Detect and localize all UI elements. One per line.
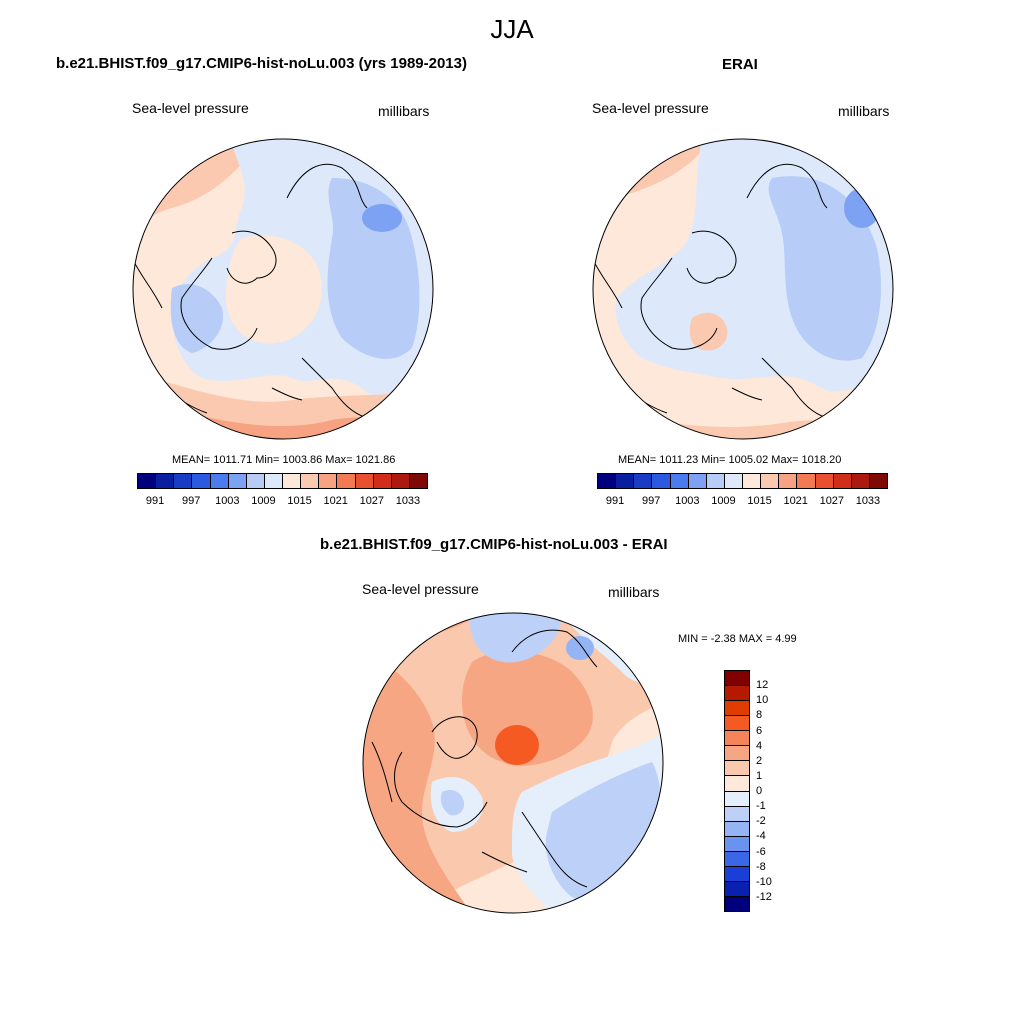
colorbar-label: 1015: [747, 495, 772, 507]
panel1-variable: Sea-level pressure: [132, 100, 249, 116]
panel1-map: [132, 138, 434, 440]
panel3-map: [362, 612, 664, 914]
colorbar-swatch: [724, 474, 743, 488]
colorbar-swatch: [634, 474, 653, 488]
colorbar-swatch: [598, 474, 617, 488]
colorbar-label: 12: [756, 679, 769, 692]
panel3-title: b.e21.BHIST.f09_g17.CMIP6-hist-noLu.003 …: [320, 536, 668, 553]
colorbar-swatch: [725, 761, 749, 777]
colorbar-label: 991: [605, 495, 625, 507]
colorbar-swatch: [725, 791, 749, 807]
panel3-colorbar: [724, 670, 750, 912]
colorbar-label: -1: [756, 800, 766, 813]
panel2-title: ERAI: [722, 56, 758, 73]
colorbar-label: 2: [756, 754, 763, 767]
colorbar-swatch: [391, 474, 410, 488]
colorbar-swatch: [725, 881, 749, 897]
colorbar-swatch: [761, 474, 780, 488]
colorbar-swatch: [851, 474, 870, 488]
panel2-units: millibars: [838, 103, 890, 119]
colorbar-label: -12: [756, 890, 772, 903]
panel1-title: b.e21.BHIST.f09_g17.CMIP6-hist-noLu.003 …: [56, 55, 467, 72]
colorbar-label: 997: [642, 495, 661, 507]
colorbar-label: 1027: [819, 495, 845, 507]
colorbar-swatch: [337, 474, 356, 488]
colorbar-label: 1009: [251, 495, 276, 507]
colorbar-label: 10: [756, 694, 769, 707]
colorbar-swatch: [283, 474, 302, 488]
colorbar-swatch: [725, 836, 749, 852]
colorbar-swatch: [156, 474, 175, 488]
colorbar-swatch: [797, 474, 816, 488]
panel3-minmax: MIN = -2.38 MAX = 4.99: [678, 633, 797, 645]
colorbar-swatch: [725, 701, 749, 717]
colorbar-swatch: [743, 474, 762, 488]
colorbar-label: 0: [756, 785, 763, 797]
panel2-variable: Sea-level pressure: [592, 100, 709, 116]
colorbar-swatch: [355, 474, 374, 488]
colorbar-label: 1033: [855, 495, 881, 507]
colorbar-swatch: [725, 671, 749, 687]
colorbar-swatch: [706, 474, 725, 488]
colorbar-label: -10: [756, 875, 772, 888]
colorbar-swatch: [725, 686, 749, 702]
colorbar-swatch: [174, 474, 193, 488]
colorbar-label: -2: [756, 815, 766, 828]
colorbar-swatch: [192, 474, 211, 488]
colorbar-label: 4: [756, 739, 763, 752]
colorbar-label: 1027: [359, 495, 385, 507]
colorbar-swatch: [616, 474, 635, 488]
colorbar-label: 1021: [323, 495, 348, 507]
colorbar-label: 6: [756, 724, 763, 737]
colorbar-swatch: [725, 851, 749, 867]
colorbar-label: 1021: [783, 495, 808, 507]
colorbar-label: 1003: [675, 495, 700, 507]
panel1-units: millibars: [378, 103, 430, 119]
colorbar-swatch: [138, 474, 157, 488]
colorbar-swatch: [725, 821, 749, 837]
colorbar-swatch: [779, 474, 798, 488]
figure-title: JJA: [490, 14, 534, 44]
colorbar-swatch: [725, 731, 749, 747]
colorbar-swatch: [725, 776, 749, 792]
colorbar-label: 1003: [215, 495, 240, 507]
colorbar-label: -4: [756, 830, 766, 843]
colorbar-swatch: [210, 474, 229, 488]
colorbar-label: 997: [182, 495, 201, 507]
panel1-stats: MEAN= 1011.71 Min= 1003.86 Max= 1021.86: [172, 454, 396, 466]
colorbar-label: 8: [756, 709, 763, 722]
colorbar-swatch: [264, 474, 283, 488]
colorbar-swatch: [670, 474, 689, 488]
colorbar-swatch: [688, 474, 707, 488]
colorbar-label: -6: [756, 845, 766, 858]
colorbar-label: -8: [756, 860, 766, 873]
panel2-colorbar: [597, 473, 888, 489]
colorbar-swatch: [725, 866, 749, 882]
colorbar-swatch: [725, 716, 749, 732]
colorbar-swatch: [725, 746, 749, 762]
colorbar-swatch: [869, 474, 887, 488]
colorbar-swatch: [246, 474, 265, 488]
colorbar-label: 1: [756, 769, 763, 782]
colorbar-swatch: [373, 474, 392, 488]
panel2-stats: MEAN= 1011.23 Min= 1005.02 Max= 1018.20: [618, 454, 842, 466]
panel3-units: millibars: [608, 584, 660, 600]
colorbar-swatch: [815, 474, 834, 488]
colorbar-swatch: [652, 474, 671, 488]
colorbar-swatch: [301, 474, 320, 488]
colorbar-swatch: [725, 896, 749, 911]
colorbar-swatch: [725, 806, 749, 822]
colorbar-label: 991: [145, 495, 165, 507]
colorbar-swatch: [319, 474, 338, 488]
colorbar-label: 1033: [395, 495, 421, 507]
panel1-colorbar: [137, 473, 428, 489]
panel3-variable: Sea-level pressure: [362, 581, 479, 597]
colorbar-swatch: [409, 474, 427, 488]
colorbar-label: 1009: [711, 495, 736, 507]
colorbar-swatch: [228, 474, 247, 488]
colorbar-swatch: [833, 474, 852, 488]
colorbar-label: 1015: [287, 495, 312, 507]
panel2-map: [592, 138, 894, 440]
